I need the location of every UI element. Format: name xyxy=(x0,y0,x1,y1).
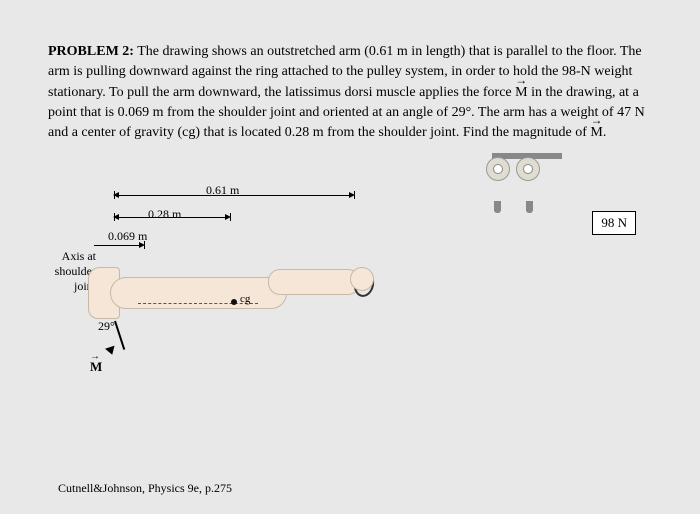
hand xyxy=(348,263,378,303)
problem-text: PROBLEM 2: The drawing shows an outstret… xyxy=(48,42,652,143)
upper-arm xyxy=(110,277,287,309)
weight-label: 98 N xyxy=(592,211,636,235)
force-M-2: M xyxy=(590,123,602,143)
dim-028: 0.28 m xyxy=(148,207,181,222)
force-arrow-M xyxy=(103,321,127,357)
dim-arrow-0069 xyxy=(94,245,140,246)
forearm xyxy=(268,269,360,295)
citation: Cutnell&Johnson, Physics 9e, p.275 xyxy=(58,481,232,496)
cg-label: cg xyxy=(240,293,250,305)
arm-diagram: 0.61 m 0.28 m 0.069 m Axis at shoulder j… xyxy=(48,171,408,381)
pulley-system xyxy=(482,153,572,213)
dim-061: 0.61 m xyxy=(206,183,239,198)
problem-label: PROBLEM 2: xyxy=(48,44,134,59)
figure: 98 N 0.61 m 0.28 m 0.069 m Axis at shoul… xyxy=(48,171,652,401)
M-label: M xyxy=(90,359,102,375)
problem-body-3: . xyxy=(603,125,607,140)
force-M-1: M xyxy=(515,83,527,103)
